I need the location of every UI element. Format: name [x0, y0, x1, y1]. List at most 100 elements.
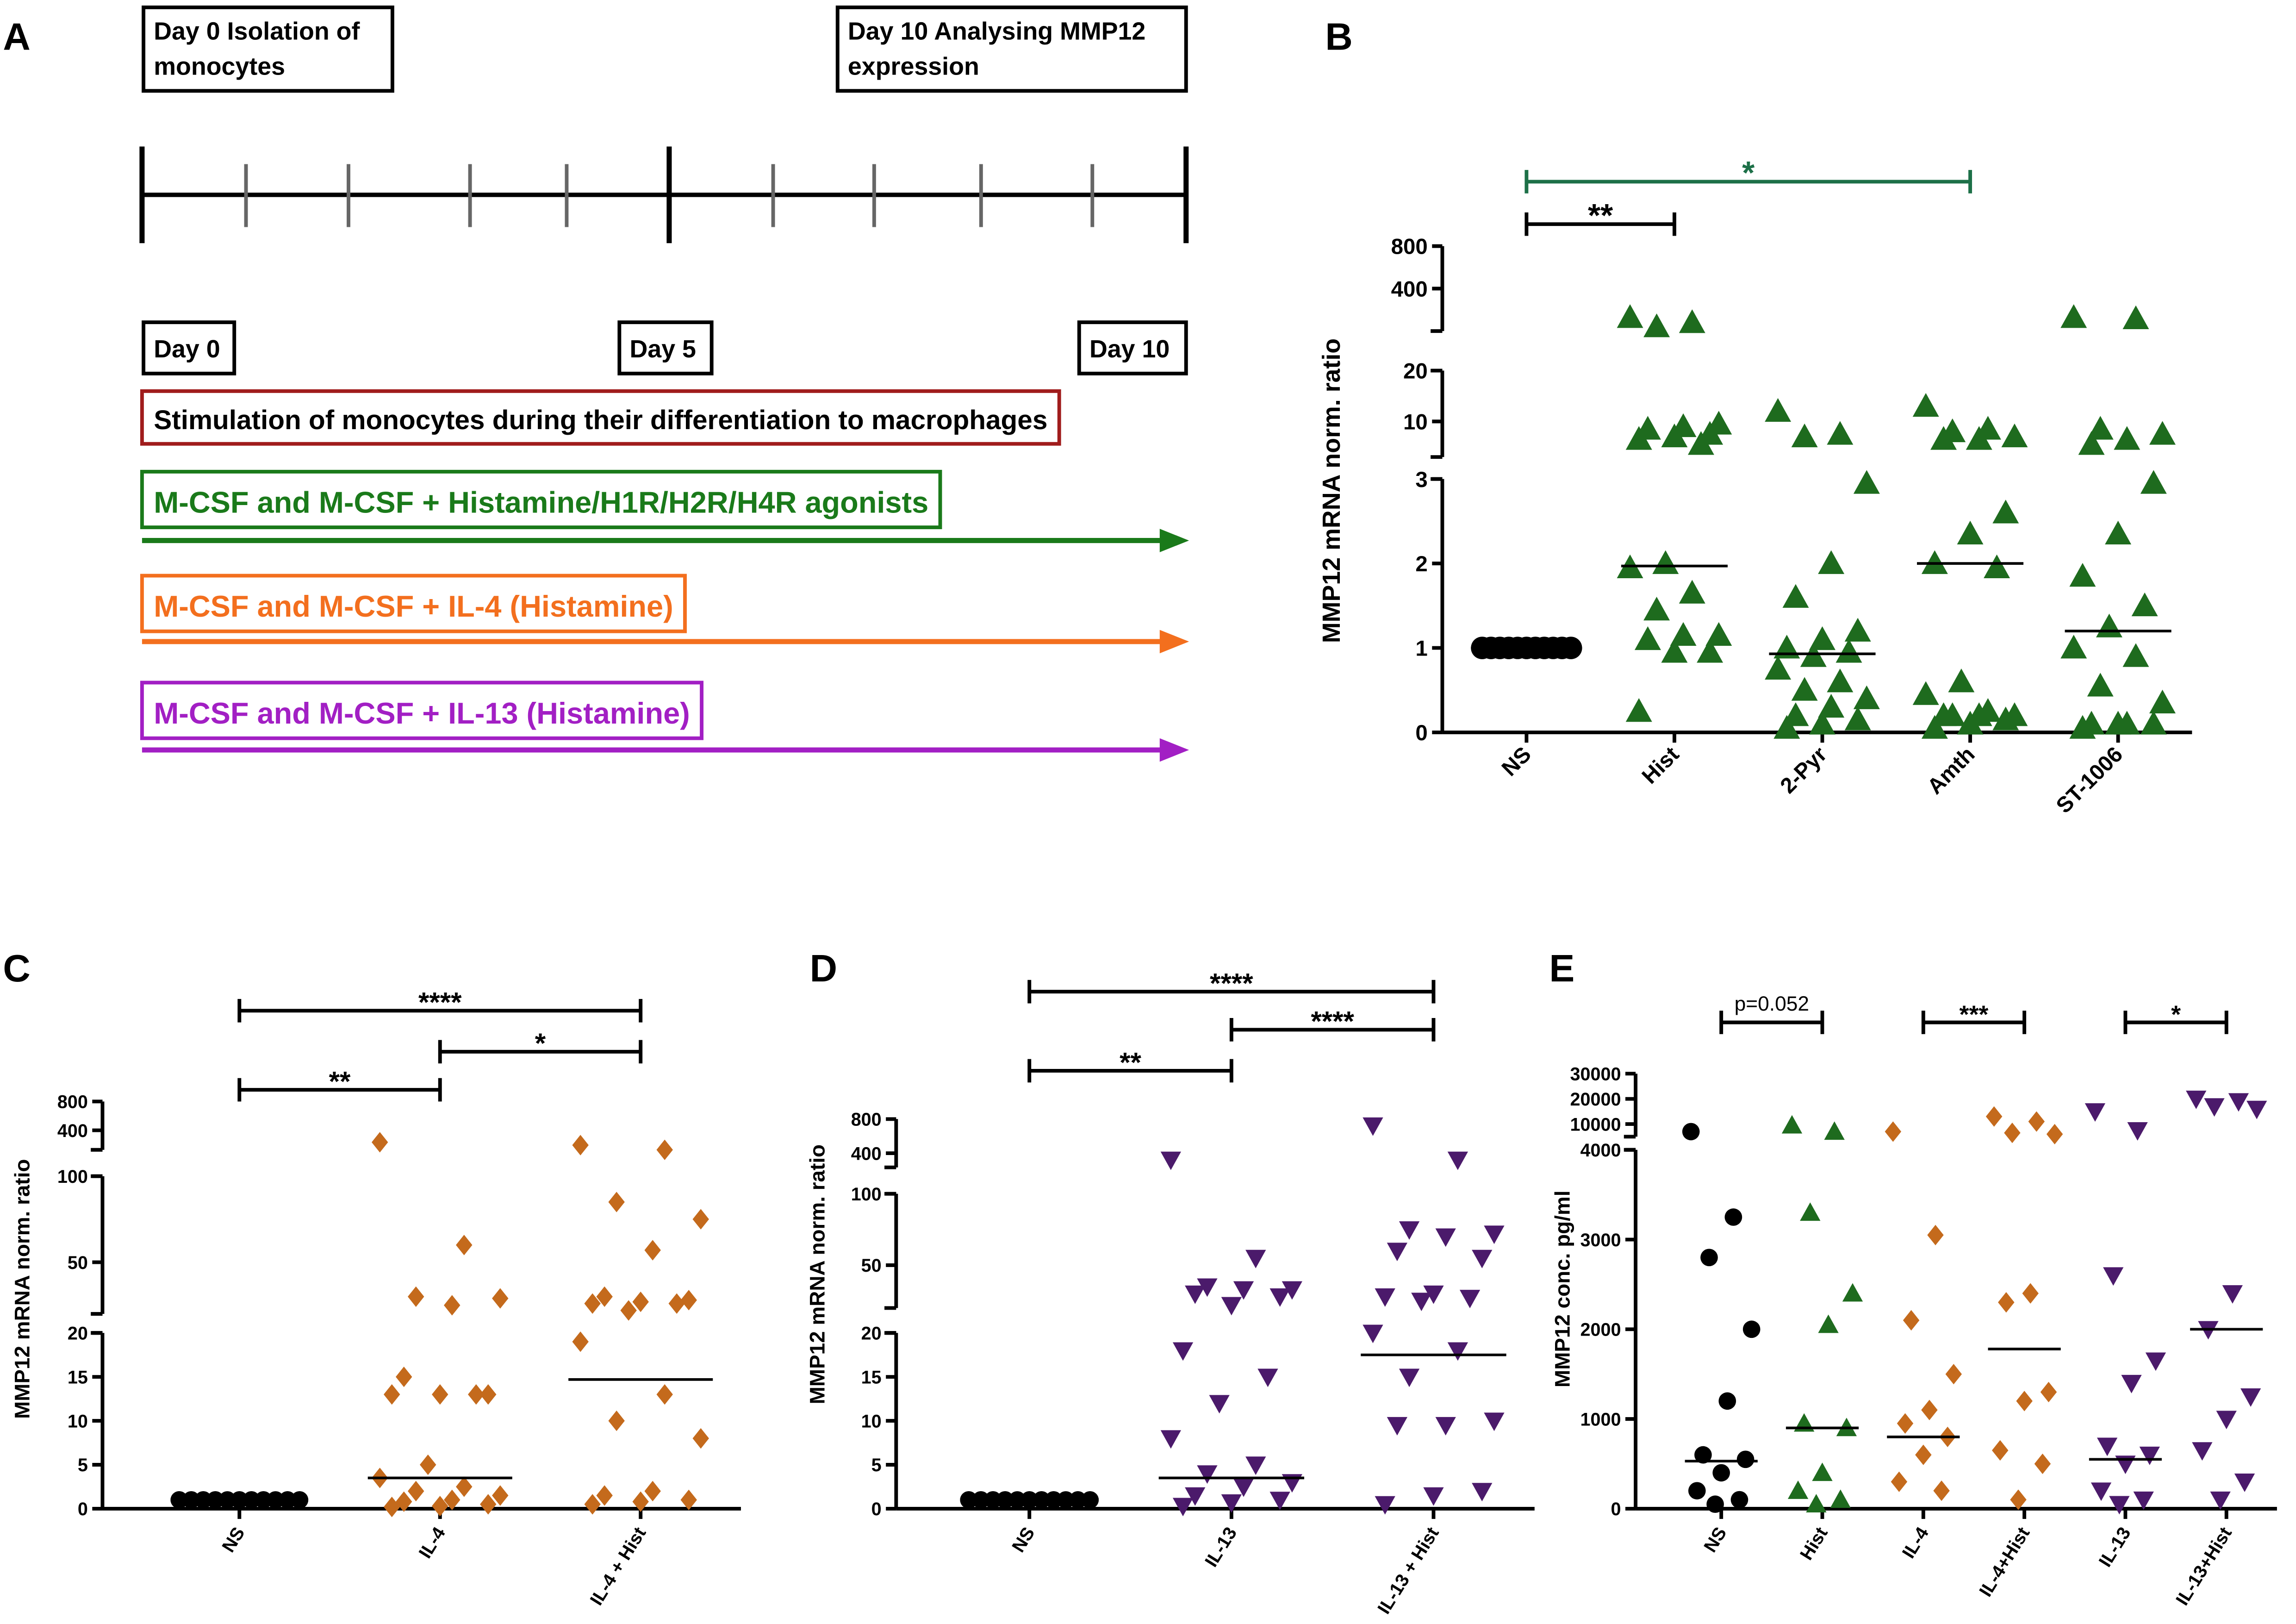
day-box — [617, 320, 714, 375]
y-tick-label: 10 — [861, 1411, 882, 1431]
data-point — [1550, 637, 1574, 659]
significance-bracket — [1229, 1018, 1436, 1042]
data-point — [2010, 1489, 2027, 1510]
data-point — [1827, 668, 1854, 693]
arrow-head — [1159, 738, 1189, 762]
treatment-text: M-CSF and M-CSF + IL-13 (Histamine) — [154, 696, 690, 730]
data-point — [1818, 693, 1845, 718]
data-point — [1033, 1491, 1051, 1509]
y-tick-label: 0 — [78, 1499, 88, 1519]
treatments: Stimulation of monocytes during their di… — [140, 389, 1189, 762]
data-point — [1435, 1228, 1456, 1247]
data-point — [680, 1290, 697, 1311]
data-point — [1160, 1430, 1182, 1449]
y-axis-label: MMP12 mRNA norm. ratio — [1318, 338, 1345, 643]
data-point — [1791, 423, 1818, 448]
y-tick-label: 20 — [861, 1323, 882, 1343]
data-point — [2004, 1122, 2021, 1143]
data-point — [1706, 1495, 1724, 1513]
data-point — [2131, 592, 2158, 617]
data-point — [608, 1410, 625, 1431]
data-point — [1724, 1208, 1742, 1226]
data-point — [1221, 1297, 1242, 1316]
dot-plot: C MMP12 mRNA norm. ratio 0 5 10 15 20 50 100 400 8… — [3, 948, 741, 1609]
data-point — [1933, 1480, 1950, 1501]
data-point — [2210, 1491, 2231, 1510]
data-point — [1185, 1487, 1206, 1506]
x-tick-label: NS — [218, 1524, 249, 1556]
data-point — [2060, 635, 2087, 659]
y-tick-label: 2 — [1415, 552, 1427, 576]
data-point — [1915, 1444, 1932, 1465]
data-point — [2022, 1283, 2039, 1304]
data-point — [1921, 1399, 1938, 1420]
data-point — [2228, 1093, 2249, 1112]
data-point — [1806, 1494, 1827, 1512]
data-point — [279, 1491, 297, 1509]
data-point — [1020, 1491, 1039, 1509]
data-point — [2040, 1381, 2057, 1403]
data-point — [1921, 715, 1948, 739]
x-tick-label: Amth — [1923, 742, 1979, 799]
data-point — [2046, 1124, 2063, 1144]
y-tick-label: 3 — [1415, 468, 1427, 492]
significance-label: ** — [1588, 197, 1613, 233]
data-point — [2114, 426, 2140, 450]
data-point — [1282, 1281, 1302, 1300]
data-point — [1687, 431, 1714, 455]
y-tick-label: 0 — [871, 1499, 882, 1519]
data-point — [396, 1367, 412, 1387]
stimulation-text: Stimulation of monocytes during their di… — [154, 405, 1047, 435]
data-point — [2222, 1285, 2243, 1304]
y-tick-label: 20 — [1403, 359, 1428, 384]
data-point — [1984, 554, 2010, 579]
data-point — [2149, 421, 2176, 445]
significance-bracket — [1719, 1011, 1824, 1034]
data-point — [267, 1491, 285, 1509]
data-point — [1363, 1324, 1383, 1343]
data-point — [1809, 711, 1836, 735]
y-tick-label: 0 — [1415, 721, 1427, 745]
data-point — [2140, 711, 2167, 735]
data-point — [1634, 626, 1661, 650]
data-point — [972, 1491, 990, 1509]
data-point — [1782, 584, 1809, 608]
data-point — [1787, 1480, 1809, 1499]
treatment-box — [140, 469, 942, 530]
data-point — [2234, 1474, 2255, 1492]
data-point — [2122, 305, 2149, 330]
data-point — [1057, 1491, 1075, 1509]
data-point — [1480, 637, 1502, 659]
data-point — [1233, 1478, 1254, 1497]
x-tick-label: IL-13 — [1201, 1524, 1241, 1571]
data-point — [2091, 1482, 2112, 1501]
significance-label: *** — [1960, 1000, 1989, 1028]
data-point — [1447, 1151, 1468, 1170]
data-point — [1472, 1483, 1493, 1502]
data-point — [1643, 597, 1670, 621]
data-point — [1742, 1320, 1761, 1338]
data-point — [1891, 1471, 1908, 1492]
data-point — [572, 1331, 589, 1352]
data-point — [1844, 618, 1871, 642]
data-point — [1697, 639, 1724, 663]
data-point — [182, 1491, 200, 1509]
data-point — [1375, 1496, 1395, 1515]
significance-bracket — [1921, 1011, 2027, 1034]
significance-bracket — [1524, 212, 1676, 236]
y-tick-label: 4000 — [1580, 1140, 1621, 1161]
panel-label: B — [1325, 16, 1352, 58]
data-point — [1765, 656, 1792, 680]
data-point — [1985, 1106, 2003, 1127]
x-tick-label: IL-4+Hist — [1975, 1524, 2034, 1600]
data-point — [2133, 1491, 2154, 1510]
data-point — [2121, 1374, 2142, 1393]
data-point — [1791, 677, 1818, 701]
data-point — [1718, 1392, 1736, 1410]
data-point — [1824, 1121, 1845, 1140]
data-point — [2034, 1453, 2051, 1474]
data-point — [1957, 711, 1984, 735]
data-point — [371, 1132, 388, 1153]
significance-label: ** — [1120, 1047, 1141, 1078]
data-point — [2001, 423, 2028, 448]
